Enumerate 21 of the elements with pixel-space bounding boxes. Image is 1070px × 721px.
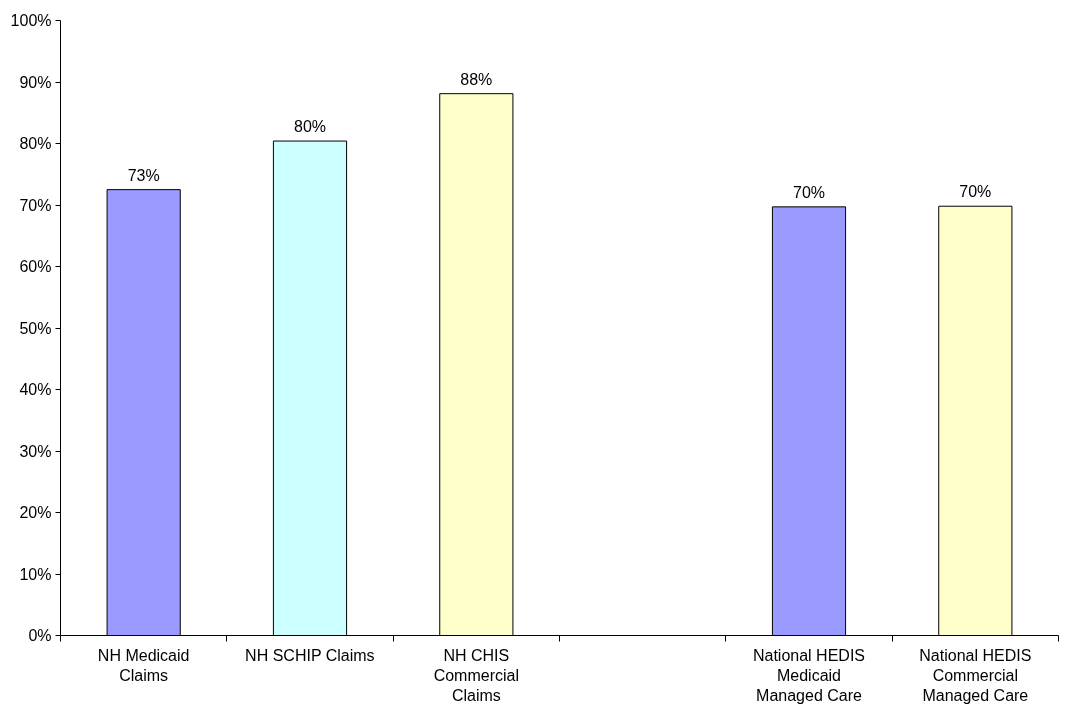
y-tick-label: 10% xyxy=(19,565,52,583)
y-tick-label: 0% xyxy=(28,627,52,644)
y-tick-label: 50% xyxy=(19,319,52,337)
y-tick-label: 80% xyxy=(19,135,52,152)
x-tick-label: National HEDIS Commercial Managed Care xyxy=(919,646,1032,705)
data-label: 88% xyxy=(460,70,493,88)
y-tick-label: 30% xyxy=(19,442,52,460)
data-label: 80% xyxy=(293,118,327,136)
y-tick-label: 20% xyxy=(19,504,52,521)
x-tick-label: NH Medicaid Claims xyxy=(97,646,190,684)
data-label: 73% xyxy=(127,166,160,184)
x-tick-label: NH SCHIP Claims xyxy=(245,646,375,664)
y-tick-label: 60% xyxy=(19,258,52,275)
y-tick-label: 100% xyxy=(10,12,52,29)
y-tick-label: 40% xyxy=(19,381,52,398)
y-tick-label: 90% xyxy=(19,73,52,91)
y-tick-label: 70% xyxy=(19,196,52,214)
data-label: 70% xyxy=(959,183,992,201)
x-tick-label: National HEDIS Medicaid Managed Care xyxy=(752,646,866,705)
data-label: 70% xyxy=(792,183,826,201)
x-tick-label: NH CHIS Commercial Claims xyxy=(433,646,520,705)
